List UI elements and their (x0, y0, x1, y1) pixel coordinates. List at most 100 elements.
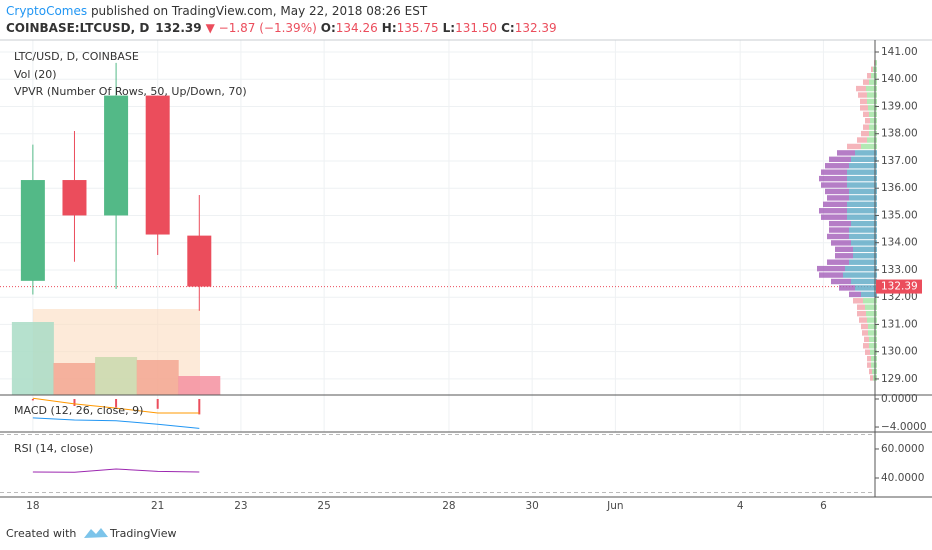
logo (84, 528, 108, 538)
vpvr-down (819, 272, 843, 278)
vpvr-up (851, 220, 877, 227)
vpvr-up (870, 118, 877, 124)
vpvr-up (847, 201, 877, 208)
pane-title: MACD (12, 26, close, 9) (14, 404, 143, 417)
y-tick-label: 136.00 (881, 182, 918, 194)
rsi-line (32, 468, 200, 473)
vpvr-down (867, 355, 871, 362)
candle-body (187, 235, 212, 287)
volume-bar (53, 363, 96, 395)
vpvr-up (849, 163, 877, 169)
candle-body (62, 180, 87, 216)
vpvr-up (871, 355, 877, 362)
vpvr-down (865, 349, 870, 355)
vpvr-down (869, 368, 872, 375)
y-tick-label: 60.0000 (881, 443, 924, 455)
close: 132.39 (515, 21, 557, 35)
vpvr-down (837, 150, 855, 156)
footer: Created with TradingView (6, 527, 176, 540)
vpvr-down (864, 336, 869, 343)
vpvr-up (870, 349, 877, 355)
vpvr-up (861, 143, 877, 150)
vpvr-up (868, 105, 877, 111)
vpvr-up (847, 182, 877, 188)
y-tick-label: 131.00 (881, 318, 918, 330)
vpvr-down (819, 175, 847, 182)
vpvr-up (847, 214, 877, 220)
vpvr-up (845, 265, 877, 272)
vpvr-down (862, 330, 868, 336)
y-tick-label: 139.00 (881, 100, 918, 112)
brand[interactable]: TradingView (109, 527, 176, 540)
x-tick-label: 28 (442, 500, 455, 512)
high-label: H: (382, 21, 397, 35)
vpvr-up (869, 124, 877, 130)
vpvr-down (861, 130, 869, 137)
vpvr-up (867, 92, 877, 98)
vpvr-up (847, 175, 877, 182)
pane-title: VPVR (Number Of Rows, 50, Up/Down, 70) (14, 85, 247, 98)
vpvr-down (856, 85, 866, 92)
volume-bar (178, 376, 221, 395)
vpvr-down (857, 137, 867, 143)
volume-bar (11, 322, 54, 395)
change: ▼ −1.87 (−1.39%) (206, 21, 317, 35)
y-tick-label: 0.0000 (881, 393, 918, 405)
vpvr-down (865, 118, 870, 124)
y-tick-label: −4.0000 (881, 421, 927, 433)
vpvr-down (861, 323, 868, 330)
vpvr-down (829, 156, 851, 163)
candle-body (145, 95, 170, 235)
vpvr-up (871, 362, 877, 368)
vpvr-down (863, 124, 869, 130)
vpvr-up (849, 227, 877, 233)
vpvr-up (866, 85, 877, 92)
y-tick-label: 135.00 (881, 209, 918, 221)
vpvr-down (817, 265, 845, 272)
x-tick-label: Jun (606, 500, 623, 512)
high: 135.75 (397, 21, 439, 35)
vpvr-down (857, 310, 866, 317)
vpvr-down (860, 105, 868, 111)
vpvr-down (829, 227, 849, 233)
vpvr-up (853, 253, 877, 259)
pane-title: Vol (20) (14, 68, 57, 81)
vpvr-up (849, 188, 877, 195)
vpvr-up (869, 111, 877, 118)
vpvr-down (827, 259, 849, 265)
vpvr-up (849, 259, 877, 265)
open: 134.26 (336, 21, 378, 35)
vpvr-up (869, 79, 877, 85)
x-tick-label: 30 (525, 500, 538, 512)
volume-bar (95, 357, 138, 395)
vpvr-down (827, 195, 849, 201)
macd-histogram (31, 398, 34, 401)
vpvr-up (865, 304, 877, 310)
x-tick-label: 23 (234, 500, 247, 512)
x-tick-label: 21 (151, 500, 164, 512)
y-tick-label: 134.00 (881, 237, 918, 249)
x-tick-label: 4 (737, 500, 744, 512)
vpvr-down (863, 343, 869, 349)
vpvr-up (855, 285, 877, 291)
vpvr-down (859, 317, 867, 323)
vpvr-up (851, 278, 877, 285)
created-with: Created with (6, 527, 76, 540)
vpvr-up (849, 195, 877, 201)
vpvr-up (871, 73, 877, 79)
author[interactable]: CryptoComes (6, 4, 87, 18)
marks (0, 60, 877, 494)
vpvr-up (867, 137, 877, 143)
x-tick-label: 6 (820, 500, 827, 512)
macd-line (32, 417, 200, 429)
vpvr-up (853, 246, 877, 253)
macd-line (32, 397, 200, 414)
vpvr-down (831, 240, 851, 246)
y-tick-label: 130.00 (881, 346, 918, 358)
vpvr-down (849, 291, 861, 298)
vpvr-up (875, 60, 877, 66)
vpvr-down (867, 362, 871, 368)
vpvr-down (825, 163, 849, 169)
x-tick-label: 25 (317, 500, 330, 512)
low-label: L: (443, 21, 455, 35)
